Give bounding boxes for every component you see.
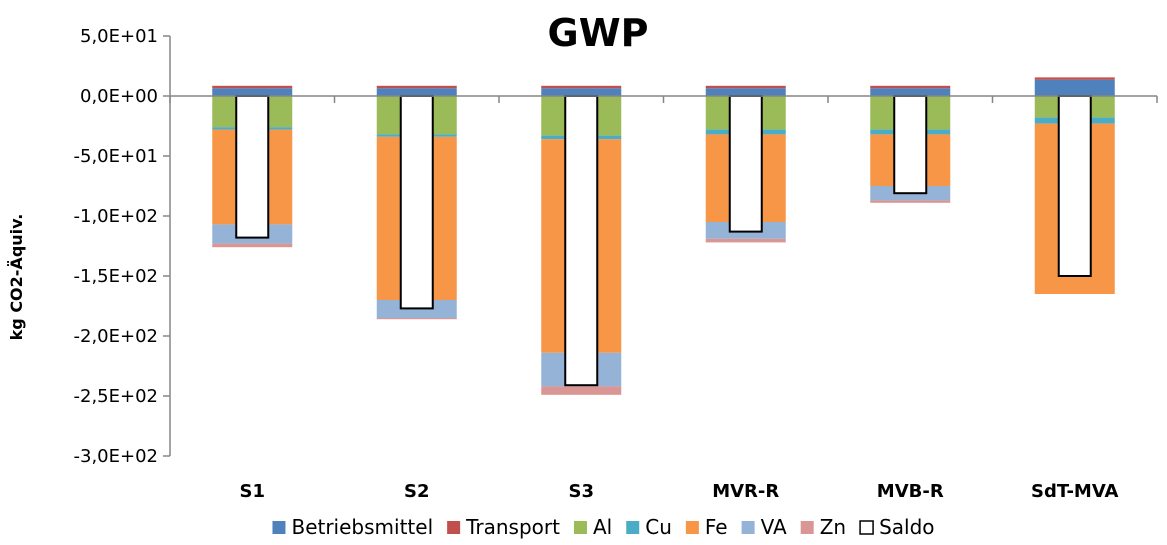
legend-swatch-transport (447, 521, 460, 534)
bar-saldo-mvb-r (894, 96, 926, 193)
bar-saldo-s3 (565, 96, 597, 385)
bar-saldo-sdt-mva (1059, 96, 1091, 276)
chart-title: GWP (548, 11, 649, 55)
legend-label-cu: Cu (645, 515, 672, 539)
y-tick-label: -5,0E+01 (74, 146, 158, 167)
y-tick-label: 5,0E+01 (80, 26, 158, 47)
y-tick-label: 0,0E+00 (80, 86, 158, 107)
y-tick-label: -3,0E+02 (74, 446, 158, 467)
y-tick-label: -2,0E+02 (74, 326, 158, 347)
legend-swatch-al (574, 521, 587, 534)
bar-zn-mvb-r (870, 200, 950, 202)
bar-betriebsmittel-s3 (541, 88, 621, 96)
bar-transport-mvb-r (870, 86, 950, 88)
x-tick-label: S3 (569, 481, 595, 502)
bar-betriebsmittel-sdt-mva (1035, 80, 1115, 96)
y-tick-label: -1,5E+02 (74, 266, 158, 287)
legend-label-saldo: Saldo (879, 515, 934, 539)
bar-zn-s3 (541, 386, 621, 394)
legend-label-al: Al (593, 515, 612, 539)
bar-transport-s1 (212, 86, 292, 88)
legend-swatch-cu (626, 521, 639, 534)
legend-label-transport: Transport (465, 515, 560, 539)
bar-betriebsmittel-mvb-r (870, 88, 950, 96)
y-tick-label: -2,5E+02 (74, 386, 158, 407)
y-axis-label: kg CO2-Äquiv. (7, 214, 26, 341)
legend: Betriebsmittel Transport Al Cu Fe VA Zn Saldo (272, 515, 934, 539)
bar-transport-s2 (377, 86, 457, 88)
bar-transport-mvr-r (706, 86, 786, 88)
y-tick-label: -1,0E+02 (74, 206, 158, 227)
bar-zn-s2 (377, 318, 457, 319)
x-tick-label: MVR-R (712, 481, 779, 502)
legend-swatch-betriebsmittel (272, 521, 285, 534)
bar-transport-sdt-mva (1035, 77, 1115, 79)
bar-saldo-mvr-r (730, 96, 762, 232)
bar-betriebsmittel-s1 (212, 88, 292, 96)
bar-zn-mvr-r (706, 239, 786, 243)
legend-label-fe: Fe (705, 515, 728, 539)
legend-swatch-zn (801, 521, 814, 534)
legend-swatch-va (742, 521, 755, 534)
x-tick-label: S1 (240, 481, 266, 502)
bar-zn-s1 (212, 244, 292, 248)
legend-label-betriebsmittel: Betriebsmittel (291, 515, 433, 539)
x-tick-label: MVB-R (877, 481, 944, 502)
bars-layer (212, 77, 1115, 394)
bar-betriebsmittel-s2 (377, 88, 457, 96)
bar-betriebsmittel-mvr-r (706, 88, 786, 96)
bar-saldo-s2 (401, 96, 433, 308)
legend-label-zn: Zn (820, 515, 846, 539)
legend-label-va: VA (761, 515, 787, 539)
x-tick-label: SdT-MVA (1031, 481, 1119, 502)
legend-swatch-saldo (860, 521, 873, 534)
x-tick-label: S2 (404, 481, 430, 502)
legend-swatch-fe (686, 521, 699, 534)
bar-transport-s3 (541, 86, 621, 88)
bar-saldo-s1 (236, 96, 268, 238)
